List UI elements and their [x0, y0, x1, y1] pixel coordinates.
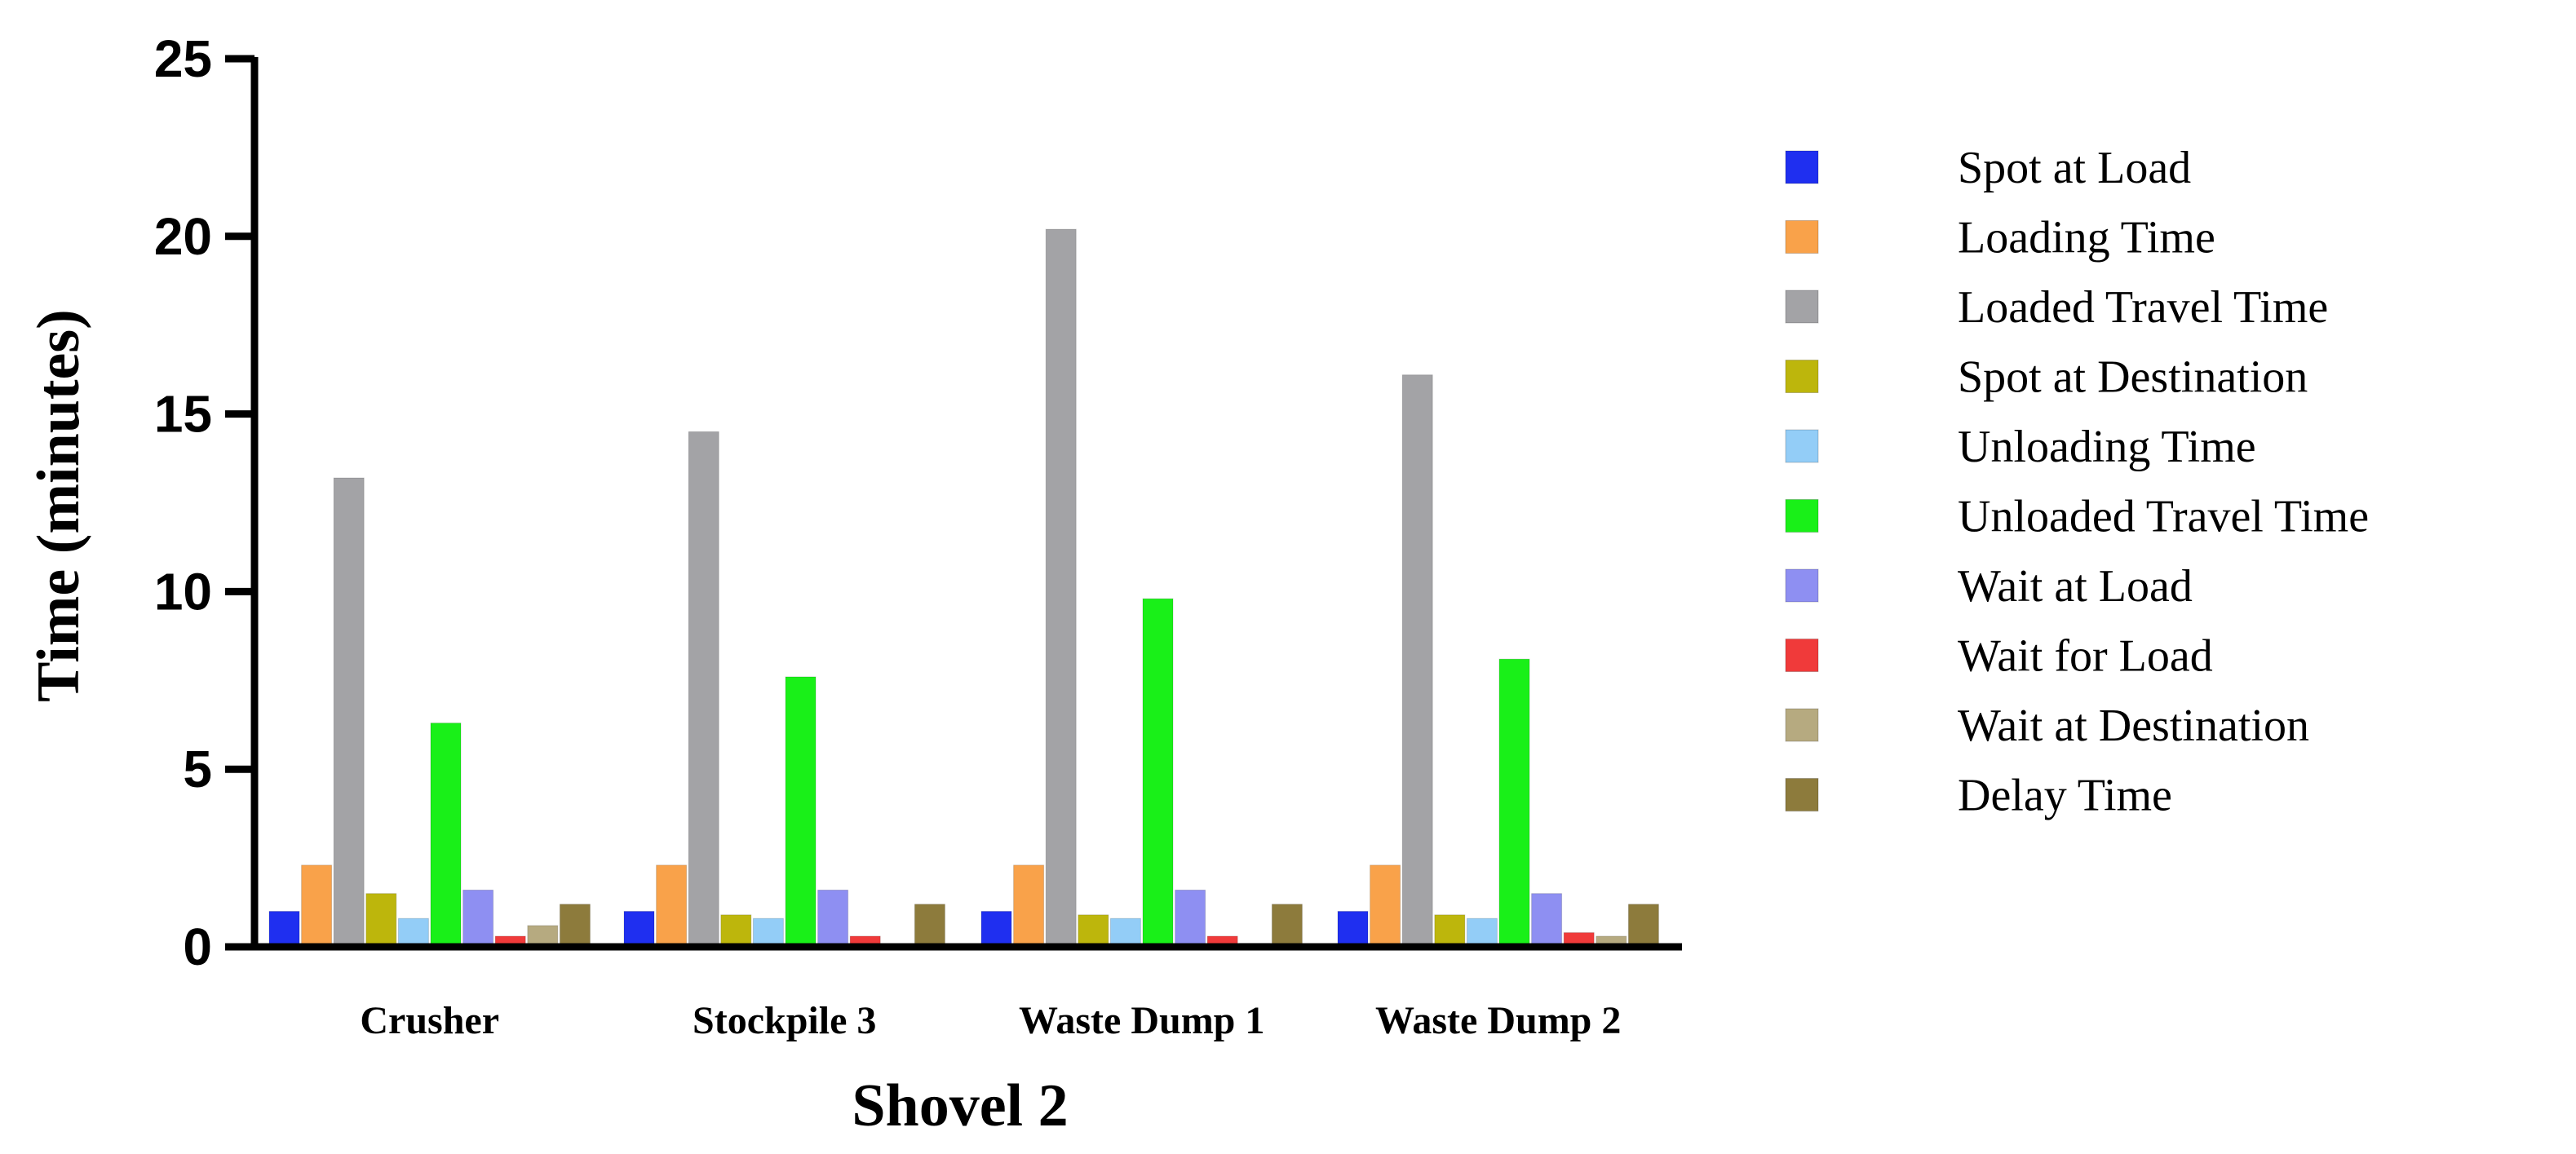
legend-swatch — [1785, 429, 1819, 463]
y-tick-label: 10 — [154, 562, 212, 621]
legend-label: Wait at Load — [1958, 561, 2193, 612]
legend-label: Loading Time — [1958, 213, 2215, 263]
bar-unloaded-travel-time-waste-dump-2 — [1498, 658, 1530, 948]
bar-spot-at-destination-waste-dump-2 — [1434, 914, 1466, 948]
x-tick-label: Stockpile 3 — [693, 999, 876, 1042]
legend-swatch — [1785, 150, 1819, 184]
legend-swatch — [1785, 290, 1819, 324]
legend-swatch — [1785, 708, 1819, 742]
legend: Spot at Load Loading Time Loaded Travel Ti… — [1785, 143, 2369, 821]
bar-loaded-travel-time-waste-dump-2 — [1401, 374, 1433, 948]
bar-loading-time-waste-dump-1 — [1013, 864, 1045, 948]
legend-swatch — [1785, 220, 1819, 254]
bar-spot-at-destination-waste-dump-1 — [1078, 914, 1109, 948]
bar-loaded-travel-time-crusher — [333, 477, 365, 948]
bar-delay-time-waste-dump-2 — [1627, 904, 1659, 948]
legend-swatch — [1785, 778, 1819, 811]
bar-delay-time-crusher — [559, 904, 591, 948]
bar-spot-at-destination-crusher — [365, 893, 397, 948]
x-axis-title: Shovel 2 — [852, 1072, 1068, 1139]
legend-label: Unloaded Travel Time — [1958, 492, 2369, 542]
bar-wait-at-load-waste-dump-1 — [1175, 889, 1206, 948]
y-tick-label: 25 — [154, 29, 212, 88]
bar-delay-time-stockpile-3 — [914, 904, 945, 948]
y-tick-label: 20 — [154, 207, 212, 266]
bar-spot-at-load-waste-dump-2 — [1337, 910, 1369, 948]
x-tick-label: Waste Dump 2 — [1375, 999, 1621, 1042]
bar-unloaded-travel-time-crusher — [430, 723, 462, 948]
legend-swatch — [1785, 639, 1819, 672]
bar-loading-time-crusher — [301, 864, 333, 948]
bar-spot-at-load-stockpile-3 — [623, 910, 655, 948]
x-tick-label: Waste Dump 1 — [1019, 999, 1264, 1042]
legend-swatch — [1785, 568, 1819, 603]
y-tick-label: 5 — [183, 740, 212, 798]
bar-unloading-time-waste-dump-1 — [1109, 917, 1141, 948]
bar-loading-time-stockpile-3 — [656, 864, 688, 948]
bars-group — [268, 228, 1659, 948]
bar-wait-at-load-waste-dump-2 — [1531, 893, 1563, 948]
bar-unloading-time-stockpile-3 — [752, 917, 784, 948]
y-tick-label: 0 — [183, 917, 212, 976]
bar-unloading-time-waste-dump-2 — [1466, 917, 1498, 948]
axes-group: Crusher Stockpile 3 Waste Dump 1 Waste Dump… — [25, 29, 1682, 1139]
legend-label: Loaded Travel Time — [1958, 282, 2328, 333]
y-tick-label: 15 — [154, 385, 212, 444]
legend-label: Spot at Load — [1958, 143, 2191, 193]
y-axis-title: Time (minutes) — [25, 309, 92, 702]
bar-spot-at-load-waste-dump-1 — [980, 910, 1012, 948]
legend-label: Wait at Destination — [1958, 701, 2309, 751]
legend-swatch — [1785, 360, 1819, 393]
legend-label: Spot at Destination — [1958, 352, 2308, 403]
bar-loaded-travel-time-waste-dump-1 — [1045, 228, 1077, 948]
bar-unloading-time-crusher — [397, 917, 429, 948]
legend-label: Delay Time — [1958, 771, 2172, 821]
bar-unloaded-travel-time-waste-dump-1 — [1142, 598, 1174, 948]
bar-loading-time-waste-dump-2 — [1370, 864, 1401, 948]
bar-spot-at-destination-stockpile-3 — [720, 914, 752, 948]
bar-loaded-travel-time-stockpile-3 — [688, 431, 719, 948]
bar-wait-at-load-crusher — [463, 889, 494, 948]
bar-delay-time-waste-dump-1 — [1271, 904, 1303, 948]
legend-label: Unloading Time — [1958, 422, 2256, 472]
bar-unloaded-travel-time-stockpile-3 — [785, 676, 817, 948]
legend-label: Wait for Load — [1958, 631, 2213, 682]
legend-swatch — [1785, 499, 1819, 533]
x-tick-label: Crusher — [360, 999, 499, 1042]
bar-wait-at-load-stockpile-3 — [817, 889, 849, 948]
bar-spot-at-load-crusher — [268, 910, 300, 948]
